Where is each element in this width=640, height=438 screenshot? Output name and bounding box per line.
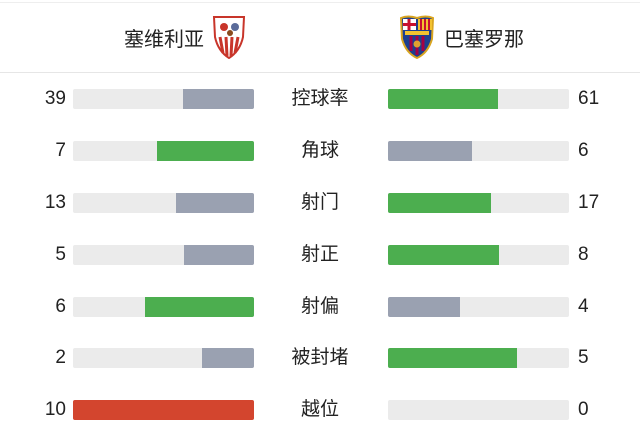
away-stat-value: 0 [578, 399, 589, 420]
stat-row: 10 越位 0 [0, 399, 640, 421]
home-stat-value: 2 [55, 347, 66, 368]
home-stat-bar [73, 297, 254, 317]
top-divider [0, 2, 640, 3]
away-stat-fill [388, 348, 518, 368]
away-stat-value: 4 [578, 296, 589, 317]
away-stat-value: 17 [578, 192, 600, 213]
away-stat-bar [388, 193, 569, 213]
home-stat-bar [73, 348, 254, 368]
home-team-name: 塞维利亚 [124, 28, 204, 51]
away-stat-bar [388, 89, 569, 109]
home-team[interactable]: 塞维利亚 [124, 3, 246, 71]
stat-label: 控球率 [291, 88, 349, 109]
stat-row: 2 被封堵 5 [0, 347, 640, 369]
home-stat-fill [184, 245, 254, 265]
stat-label: 角球 [300, 140, 339, 161]
home-stat-fill [156, 141, 254, 161]
away-stat-fill [388, 89, 499, 109]
away-stat-bar [388, 400, 569, 420]
stat-label: 被封堵 [291, 347, 349, 368]
away-team-name: 巴塞罗那 [444, 28, 524, 51]
stat-label: 射门 [300, 192, 339, 213]
away-stat-value: 6 [578, 140, 589, 161]
home-stat-fill [183, 89, 254, 109]
away-stat-value: 8 [578, 244, 589, 265]
away-stat-bar [388, 297, 569, 317]
stat-row: 5 射正 8 [0, 244, 640, 266]
home-stat-bar [73, 89, 254, 109]
away-stat-fill [388, 297, 461, 317]
home-stat-fill [202, 348, 254, 368]
away-stat-bar [388, 245, 569, 265]
barcelona-crest-icon [399, 15, 435, 59]
stat-row: 7 角球 6 [0, 140, 640, 162]
stat-row: 13 射门 17 [0, 192, 640, 214]
home-stat-bar [73, 245, 254, 265]
home-stat-value: 10 [44, 399, 66, 420]
home-stat-value: 13 [44, 192, 66, 213]
home-stat-fill [175, 193, 254, 213]
away-stat-fill [388, 245, 500, 265]
away-stat-value: 61 [578, 88, 600, 109]
stat-label: 越位 [300, 399, 339, 420]
away-stat-bar [388, 348, 569, 368]
away-stat-bar [388, 141, 569, 161]
home-stat-bar [73, 141, 254, 161]
away-team[interactable]: 巴塞罗那 [398, 3, 524, 71]
stat-label: 射正 [300, 244, 339, 265]
stat-row: 6 射偏 4 [0, 296, 640, 318]
away-stat-value: 5 [578, 347, 589, 368]
sevilla-crest-icon [212, 16, 246, 59]
away-stat-fill [388, 193, 491, 213]
home-stat-value: 7 [55, 140, 66, 161]
away-stat-fill [388, 141, 472, 161]
home-stat-bar [73, 400, 254, 420]
home-stat-value: 5 [55, 244, 66, 265]
header-divider [0, 72, 640, 73]
match-header: 塞维利亚 巴塞罗那 [0, 3, 640, 71]
home-stat-fill [73, 400, 254, 420]
home-stat-value: 39 [44, 88, 66, 109]
home-stat-fill [145, 297, 254, 317]
home-stat-bar [73, 193, 254, 213]
stat-label: 射偏 [300, 296, 339, 317]
home-stat-value: 6 [55, 296, 66, 317]
stat-row: 39 控球率 61 [0, 88, 640, 110]
